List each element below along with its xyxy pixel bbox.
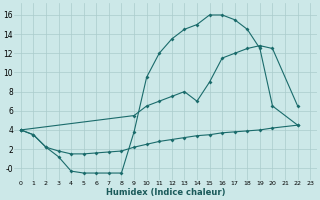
X-axis label: Humidex (Indice chaleur): Humidex (Indice chaleur) bbox=[106, 188, 225, 197]
